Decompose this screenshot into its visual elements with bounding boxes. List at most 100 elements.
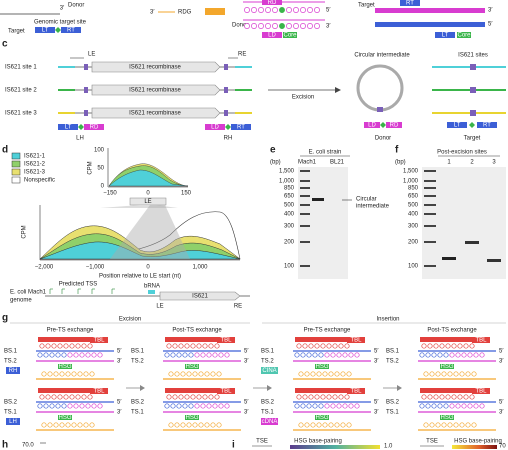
base [251,7,257,13]
base [469,394,475,400]
ladder-band [300,204,310,206]
base [214,343,220,349]
base [473,403,479,409]
base [206,352,212,358]
label: HSG [185,364,198,370]
base [53,422,59,428]
box [224,110,228,116]
base [194,403,200,409]
base [294,403,300,409]
base [186,422,192,428]
base [293,7,299,13]
base [465,371,471,377]
base [164,352,170,358]
base [342,352,348,358]
box [472,337,490,343]
base [69,343,75,349]
label: RT [237,125,245,131]
box [261,418,278,425]
base [296,394,302,400]
label: 3′ [60,6,65,12]
box [11,168,21,176]
label: 100 [284,264,295,270]
box [422,167,506,279]
base [433,394,439,400]
base [423,422,429,428]
base [166,394,172,400]
base [332,343,338,349]
label: Nonspecific [24,178,55,184]
base [170,352,176,358]
color-scale [290,445,380,449]
base [97,352,103,358]
label: RDG [178,10,192,16]
label: 500 [284,203,295,209]
base [244,23,250,29]
label: BS.2 [4,400,18,406]
label: IS621 site 3 [5,111,37,117]
base [75,394,81,400]
base [41,371,47,377]
base [272,23,278,29]
base [166,343,172,349]
base [188,403,194,409]
label: TSE [256,439,268,445]
base [437,352,443,358]
base [435,371,441,377]
box [84,124,104,130]
base [41,422,47,428]
label: 850 [284,186,295,192]
label: RE [238,52,246,58]
label: Donor [375,136,391,142]
base [198,371,204,377]
box [11,160,21,168]
base [184,394,190,400]
base [87,394,93,400]
base [344,343,350,349]
base [49,403,55,409]
base [251,23,257,29]
arrow-head [140,385,145,391]
base [176,352,182,358]
ladder-band [424,170,436,172]
base [47,371,53,377]
base [308,394,314,400]
base [312,352,318,358]
base [455,352,461,358]
base [307,23,313,29]
label: d [2,145,8,156]
is621-gene [159,291,241,301]
label: TS.2 [131,359,144,365]
base [258,23,264,29]
color-scale [452,445,497,449]
label: 0 [146,191,150,197]
label: Excision [292,95,314,101]
tbl-strand [420,388,490,393]
tbl-strand [38,337,108,342]
ladder-band [300,265,310,267]
label: HSG base-pairing [454,439,502,445]
base [194,352,200,358]
base [172,343,178,349]
label: 3′ [488,8,493,14]
base [421,394,427,400]
label: BS.2 [386,400,400,406]
label: HSG [58,364,71,370]
label: 3′ [326,24,331,30]
label: LD [268,33,276,39]
base [300,352,306,358]
box [347,337,365,343]
label: f [395,145,399,156]
base [445,343,451,349]
label: BS.1 [4,349,18,355]
base [326,343,332,349]
label: 200 [284,240,295,246]
tbl-strand [420,337,490,342]
base [433,343,439,349]
label: 0 [146,265,150,271]
base [326,394,332,400]
ladder-band [424,241,436,243]
base [63,343,69,349]
base [306,403,312,409]
tbl-strand [295,337,365,342]
